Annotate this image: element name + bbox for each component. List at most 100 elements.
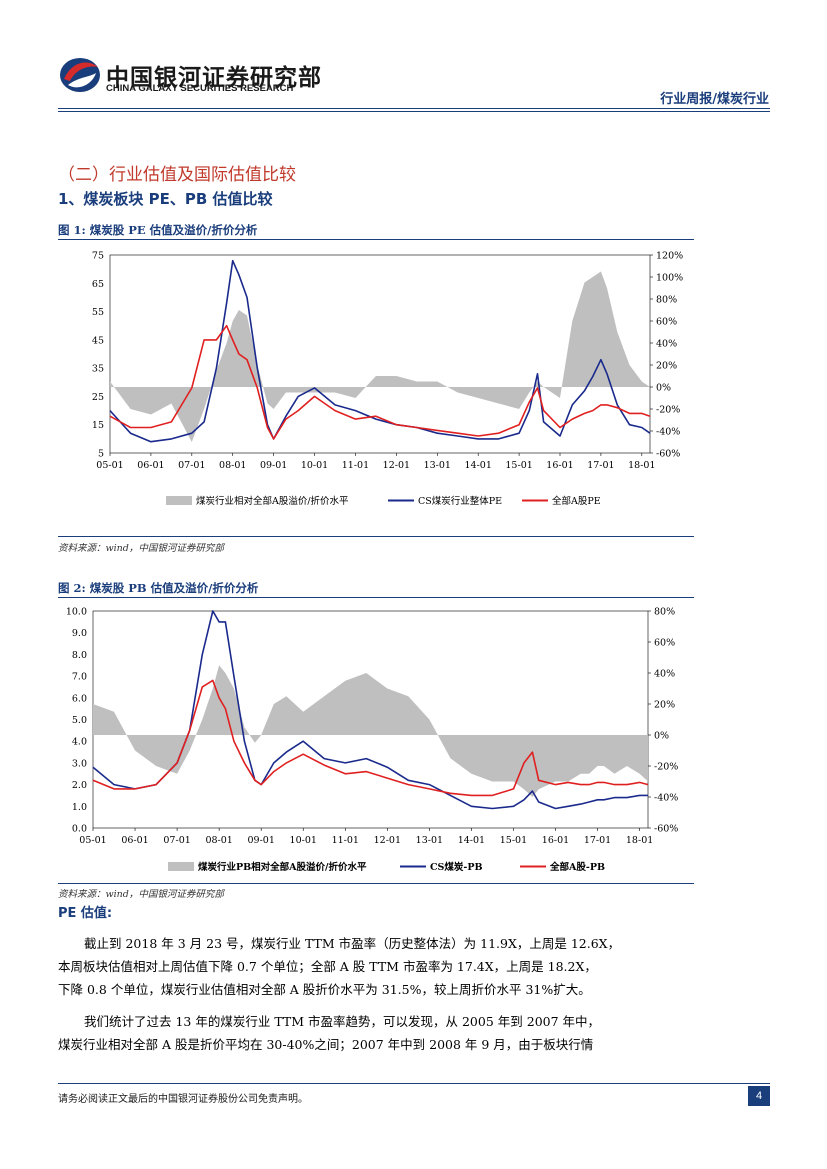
figure2-title: 图 2: 煤炭股 PB 估值及溢价/折价分析 xyxy=(58,581,259,595)
y-right-tick-label: 60% xyxy=(656,317,677,328)
y-right-tick-label: 0% xyxy=(654,731,669,742)
x-tick-label: 09-01 xyxy=(260,460,287,471)
pe-paragraph-line-2: 本周板块估值相对上周估值下降 0.7 个单位；全部 A 股 TTM 市盈率为 1… xyxy=(58,959,597,974)
x-tick-label: 12-01 xyxy=(374,835,401,846)
figure1-bottom-rule xyxy=(58,536,694,537)
x-tick-label: 10-01 xyxy=(290,835,317,846)
y-right-tick-label: -60% xyxy=(656,449,680,460)
x-tick-label: 06-01 xyxy=(121,835,148,846)
x-tick-label: 08-01 xyxy=(219,460,246,471)
y-left-tick-label: 7.0 xyxy=(72,672,87,683)
figure2-bottom-rule xyxy=(58,883,694,884)
plot-frame xyxy=(109,254,651,454)
galaxy-logo-icon xyxy=(60,58,100,92)
y-left-tick-label: 2.0 xyxy=(72,780,87,791)
y-left-tick-label: 0.0 xyxy=(72,824,87,835)
x-tick-label: 18-01 xyxy=(628,460,655,471)
x-tick-label: 17-01 xyxy=(587,460,614,471)
company-name-en: CHINA GALAXY SECURITIES RESEARCH xyxy=(106,83,294,94)
x-tick-label: 11-01 xyxy=(332,835,359,846)
pe-paragraph-line-1: 截止到 2018 年 3 月 23 号，煤炭行业 TTM 市盈率（历史整体法）为… xyxy=(84,936,621,951)
y-left-tick-label: 75 xyxy=(92,251,104,262)
x-tick-label: 07-01 xyxy=(178,460,205,471)
legend-label-1: CS煤炭-PB xyxy=(430,861,483,873)
y-left-tick-label: 5 xyxy=(98,449,104,460)
line-series-2 xyxy=(92,679,649,797)
y-right-tick-label: 0% xyxy=(656,383,671,394)
pe-paragraph-line-4: 我们统计了过去 13 年的煤炭行业 TTM 市盈率趋势，可以发现，从 2005 … xyxy=(84,1014,601,1029)
y-left-tick-label: 15 xyxy=(92,420,104,431)
legend-label-1: CS煤炭行业整体PE xyxy=(418,495,502,507)
footer-disclaimer: 请务必阅读正文最后的中国银河证券股份公司免责声明。 xyxy=(58,1094,308,1105)
y-right-tick-label: 60% xyxy=(654,638,675,649)
figure2-source: 资料来源：wind，中国银河证券研究部 xyxy=(58,889,224,900)
pe-paragraph-line-5: 煤炭行业相对全部 A 股是折价平均在 30-40%之间；2007 年中到 200… xyxy=(58,1037,594,1052)
x-tick-label: 05-01 xyxy=(79,835,106,846)
section-title: （二）行业估值及国际估值比较 xyxy=(58,165,296,185)
x-tick-label: 13-01 xyxy=(424,460,451,471)
pb-chart: 10.0 9.0 8.0 7.0 6.0 5.0 4.0 3.0 2.0 1.0 0.0 80% 60%… xyxy=(66,607,678,874)
x-tick-label: 08-01 xyxy=(205,835,232,846)
y-right-tick-label: 20% xyxy=(656,361,677,372)
line-series-1 xyxy=(109,259,651,443)
area-series-0 xyxy=(110,271,650,442)
company-name-cn: 中国银河证券研究部 xyxy=(106,65,322,91)
x-tick-label: 17-01 xyxy=(584,835,611,846)
y-left-tick-label: 4.0 xyxy=(72,737,87,748)
x-tick-label: 07-01 xyxy=(163,835,190,846)
section-subtitle: 1、煤炭板块 PE、PB 估值比较 xyxy=(58,190,273,208)
y-left-tick-label: 6.0 xyxy=(72,693,87,704)
y-right-tick-label: -60% xyxy=(654,824,678,835)
y-left-tick-label: 10.0 xyxy=(66,607,87,618)
x-tick-label: 15-01 xyxy=(500,835,527,846)
x-tick-label: 12-01 xyxy=(383,460,410,471)
line-series-1 xyxy=(92,610,648,810)
x-tick-label: 14-01 xyxy=(464,460,491,471)
pe-chart: 75 65 55 45 35 25 15 5 120% 100% 80% 60% 40% 20% 0% -20… xyxy=(92,251,683,508)
report-type: 行业周报/煤炭行业 xyxy=(660,92,769,107)
y-left-tick-label: 8.0 xyxy=(72,650,87,661)
pe-heading: PE 估值: xyxy=(58,906,113,921)
y-right-tick-label: -20% xyxy=(656,405,680,416)
x-tick-label: 10-01 xyxy=(301,460,328,471)
pe-paragraph-line-3: 下降 0.8 个单位，煤炭行业估值相对全部 A 股折价水平为 31.5%，较上周… xyxy=(58,982,591,997)
y-right-tick-label: -40% xyxy=(656,427,680,438)
header-rule-2 xyxy=(58,111,770,112)
legend-label-2: 全部A股PE xyxy=(552,495,601,507)
x-tick-label: 18-01 xyxy=(626,835,653,846)
x-tick-label: 06-01 xyxy=(137,460,164,471)
y-right-tick-label: -20% xyxy=(654,762,678,773)
legend-swatch-0 xyxy=(166,496,192,505)
x-tick-label: 11-01 xyxy=(342,460,369,471)
header-rule xyxy=(58,108,770,109)
legend-label-0: 煤炭行业相对全部A股溢价/折价水平 xyxy=(196,495,349,507)
y-right-tick-label: -40% xyxy=(654,793,678,804)
figure1-top-rule xyxy=(58,239,694,240)
figure1-title: 图 1: 煤炭股 PE 估值及溢价/折价分析 xyxy=(58,223,258,237)
x-tick-label: 16-01 xyxy=(546,460,573,471)
y-right-tick-label: 20% xyxy=(654,700,675,711)
y-right-tick-label: 120% xyxy=(656,251,683,262)
y-left-tick-label: 9.0 xyxy=(72,628,87,639)
legend-label-2: 全部A股-PB xyxy=(549,861,605,873)
line-series-2 xyxy=(109,324,651,440)
y-left-tick-label: 45 xyxy=(92,335,104,346)
x-tick-label: 15-01 xyxy=(505,460,532,471)
page-number: 4 xyxy=(748,1086,770,1106)
y-left-tick-label: 55 xyxy=(92,307,104,318)
x-tick-label: 09-01 xyxy=(247,835,274,846)
y-left-tick-label: 65 xyxy=(92,279,104,290)
y-left-tick-label: 1.0 xyxy=(72,802,87,813)
x-tick-label: 05-01 xyxy=(96,460,123,471)
y-left-tick-label: 5.0 xyxy=(72,715,87,726)
x-tick-label: 14-01 xyxy=(458,835,485,846)
figure1-source: 资料来源：wind，中国银河证券研究部 xyxy=(58,543,224,554)
y-left-tick-label: 35 xyxy=(92,364,104,375)
area-series-0 xyxy=(93,665,648,797)
y-right-tick-label: 80% xyxy=(656,295,677,306)
y-left-tick-label: 3.0 xyxy=(72,758,87,769)
y-right-tick-label: 100% xyxy=(656,273,683,284)
x-tick-label: 16-01 xyxy=(542,835,569,846)
y-left-tick-label: 25 xyxy=(92,392,104,403)
legend-swatch-0 xyxy=(168,862,194,871)
